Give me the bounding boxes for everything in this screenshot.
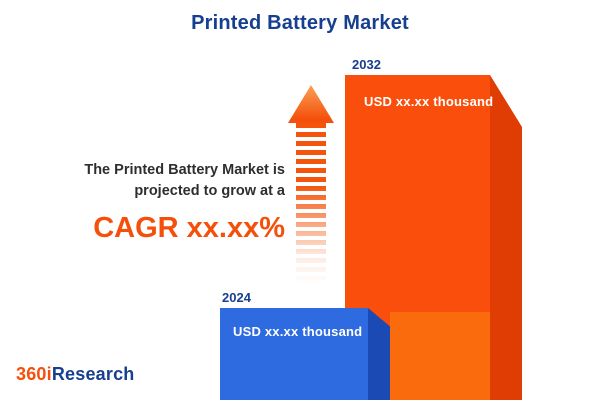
cagr-value: CAGR xx.xx% xyxy=(93,212,285,244)
bar-2024-year-label: 2024 xyxy=(222,290,251,305)
growth-arrow-icon xyxy=(288,85,334,285)
page-title: Printed Battery Market xyxy=(191,12,409,34)
bar-2024-side-face xyxy=(368,308,390,400)
logo: 360iResearch xyxy=(16,364,135,385)
bar-2032-lower-face xyxy=(390,312,490,400)
annotation-line-1: The Printed Battery Market is xyxy=(84,162,285,178)
logo-prefix-360i: 360i xyxy=(16,364,52,384)
arrow-head xyxy=(288,85,334,123)
annotation-line-2: projected to grow at a xyxy=(134,183,285,199)
growth-annotation: The Printed Battery Market is projected … xyxy=(84,160,285,245)
bar-2032-value-label: USD xx.xx thousand xyxy=(364,94,494,109)
bar-2032-side-face xyxy=(490,75,522,400)
arrow-fade-overlay xyxy=(288,123,334,285)
bar-2032-year-label: 2032 xyxy=(352,57,381,72)
bar-2024-value-label: USD xx.xx thousand xyxy=(233,324,363,339)
logo-suffix-research: Research xyxy=(51,364,135,384)
bar-2024 xyxy=(220,308,368,400)
